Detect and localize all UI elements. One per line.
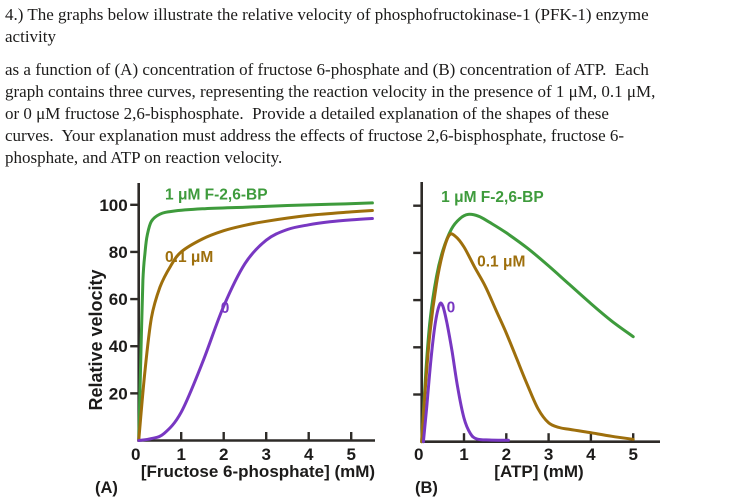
curve-purple-b xyxy=(421,301,510,444)
x-tick-label: 0 xyxy=(131,445,140,464)
x-tick-label: 3 xyxy=(261,445,270,464)
curve-label-green-a: 1 μM F-2,6-BP xyxy=(165,187,267,204)
x-axis-label-a: [Fructose 6-phosphate] (mM) xyxy=(141,462,375,481)
x-tick-label: 0 xyxy=(414,445,423,464)
curve-green-b xyxy=(420,212,635,444)
x-tick-label: 1 xyxy=(459,445,468,464)
curve-label-green-b: 1 μM F-2,6-BP xyxy=(441,189,543,206)
question-line: 4.) The graphs below illustrate the rela… xyxy=(5,5,649,24)
curve-purple-a xyxy=(137,217,374,442)
x-tick-label: 4 xyxy=(304,445,314,464)
question-line: phosphate, and ATP on reaction velocity. xyxy=(5,148,283,167)
curve-label-purple-a: 0 xyxy=(221,300,230,317)
curve-green-a xyxy=(137,201,374,442)
question-paragraph-2: as a function of (A) concentration of fr… xyxy=(5,59,655,169)
curve-label-brown-a: 0.1 μM xyxy=(165,249,213,266)
x-axis-label-b: [ATP] (mM) xyxy=(494,462,583,481)
question-line: or 0 μM fructose 2,6-bisphosphate. Provi… xyxy=(5,104,609,123)
curve-brown-a xyxy=(137,209,374,442)
question-line: curves. Your explanation must address th… xyxy=(5,126,625,145)
question-line: activity xyxy=(5,27,56,46)
y-tick-label: 80 xyxy=(109,243,128,262)
x-tick-label: 3 xyxy=(544,445,553,464)
y-tick-label: 20 xyxy=(109,384,128,403)
chart-b: 0 1 2 3 4 5 1 μM F-2,6-BP 0.1 μM 0 [ATP] (mM) (B) xyxy=(413,182,660,497)
x-tick-label: 1 xyxy=(176,445,185,464)
y-tick-label: 40 xyxy=(109,337,128,356)
x-tick-label: 5 xyxy=(346,445,355,464)
x-tick-label: 4 xyxy=(586,445,596,464)
question-line: graph contains three curves, representin… xyxy=(5,82,656,101)
x-tick-label: 2 xyxy=(502,445,511,464)
panel-label-b: (B) xyxy=(415,479,438,497)
y-tick-label: 60 xyxy=(109,290,128,309)
question-line: as a function of (A) concentration of fr… xyxy=(5,60,649,79)
question-text: 4.) The graphs below illustrate the rela… xyxy=(5,4,655,169)
x-tick-label: 2 xyxy=(219,445,228,464)
curve-label-brown-b: 0.1 μM xyxy=(477,254,525,271)
panel-label-a: (A) xyxy=(95,479,118,497)
x-tick-label: 5 xyxy=(628,445,637,464)
curve-brown-b xyxy=(420,232,635,444)
y-tick-label: 100 xyxy=(99,196,127,215)
question-paragraph-1: 4.) The graphs below illustrate the rela… xyxy=(5,4,655,48)
curve-label-purple-b: 0 xyxy=(447,300,456,317)
y-axis-label-a: Relative velocity xyxy=(86,269,106,410)
